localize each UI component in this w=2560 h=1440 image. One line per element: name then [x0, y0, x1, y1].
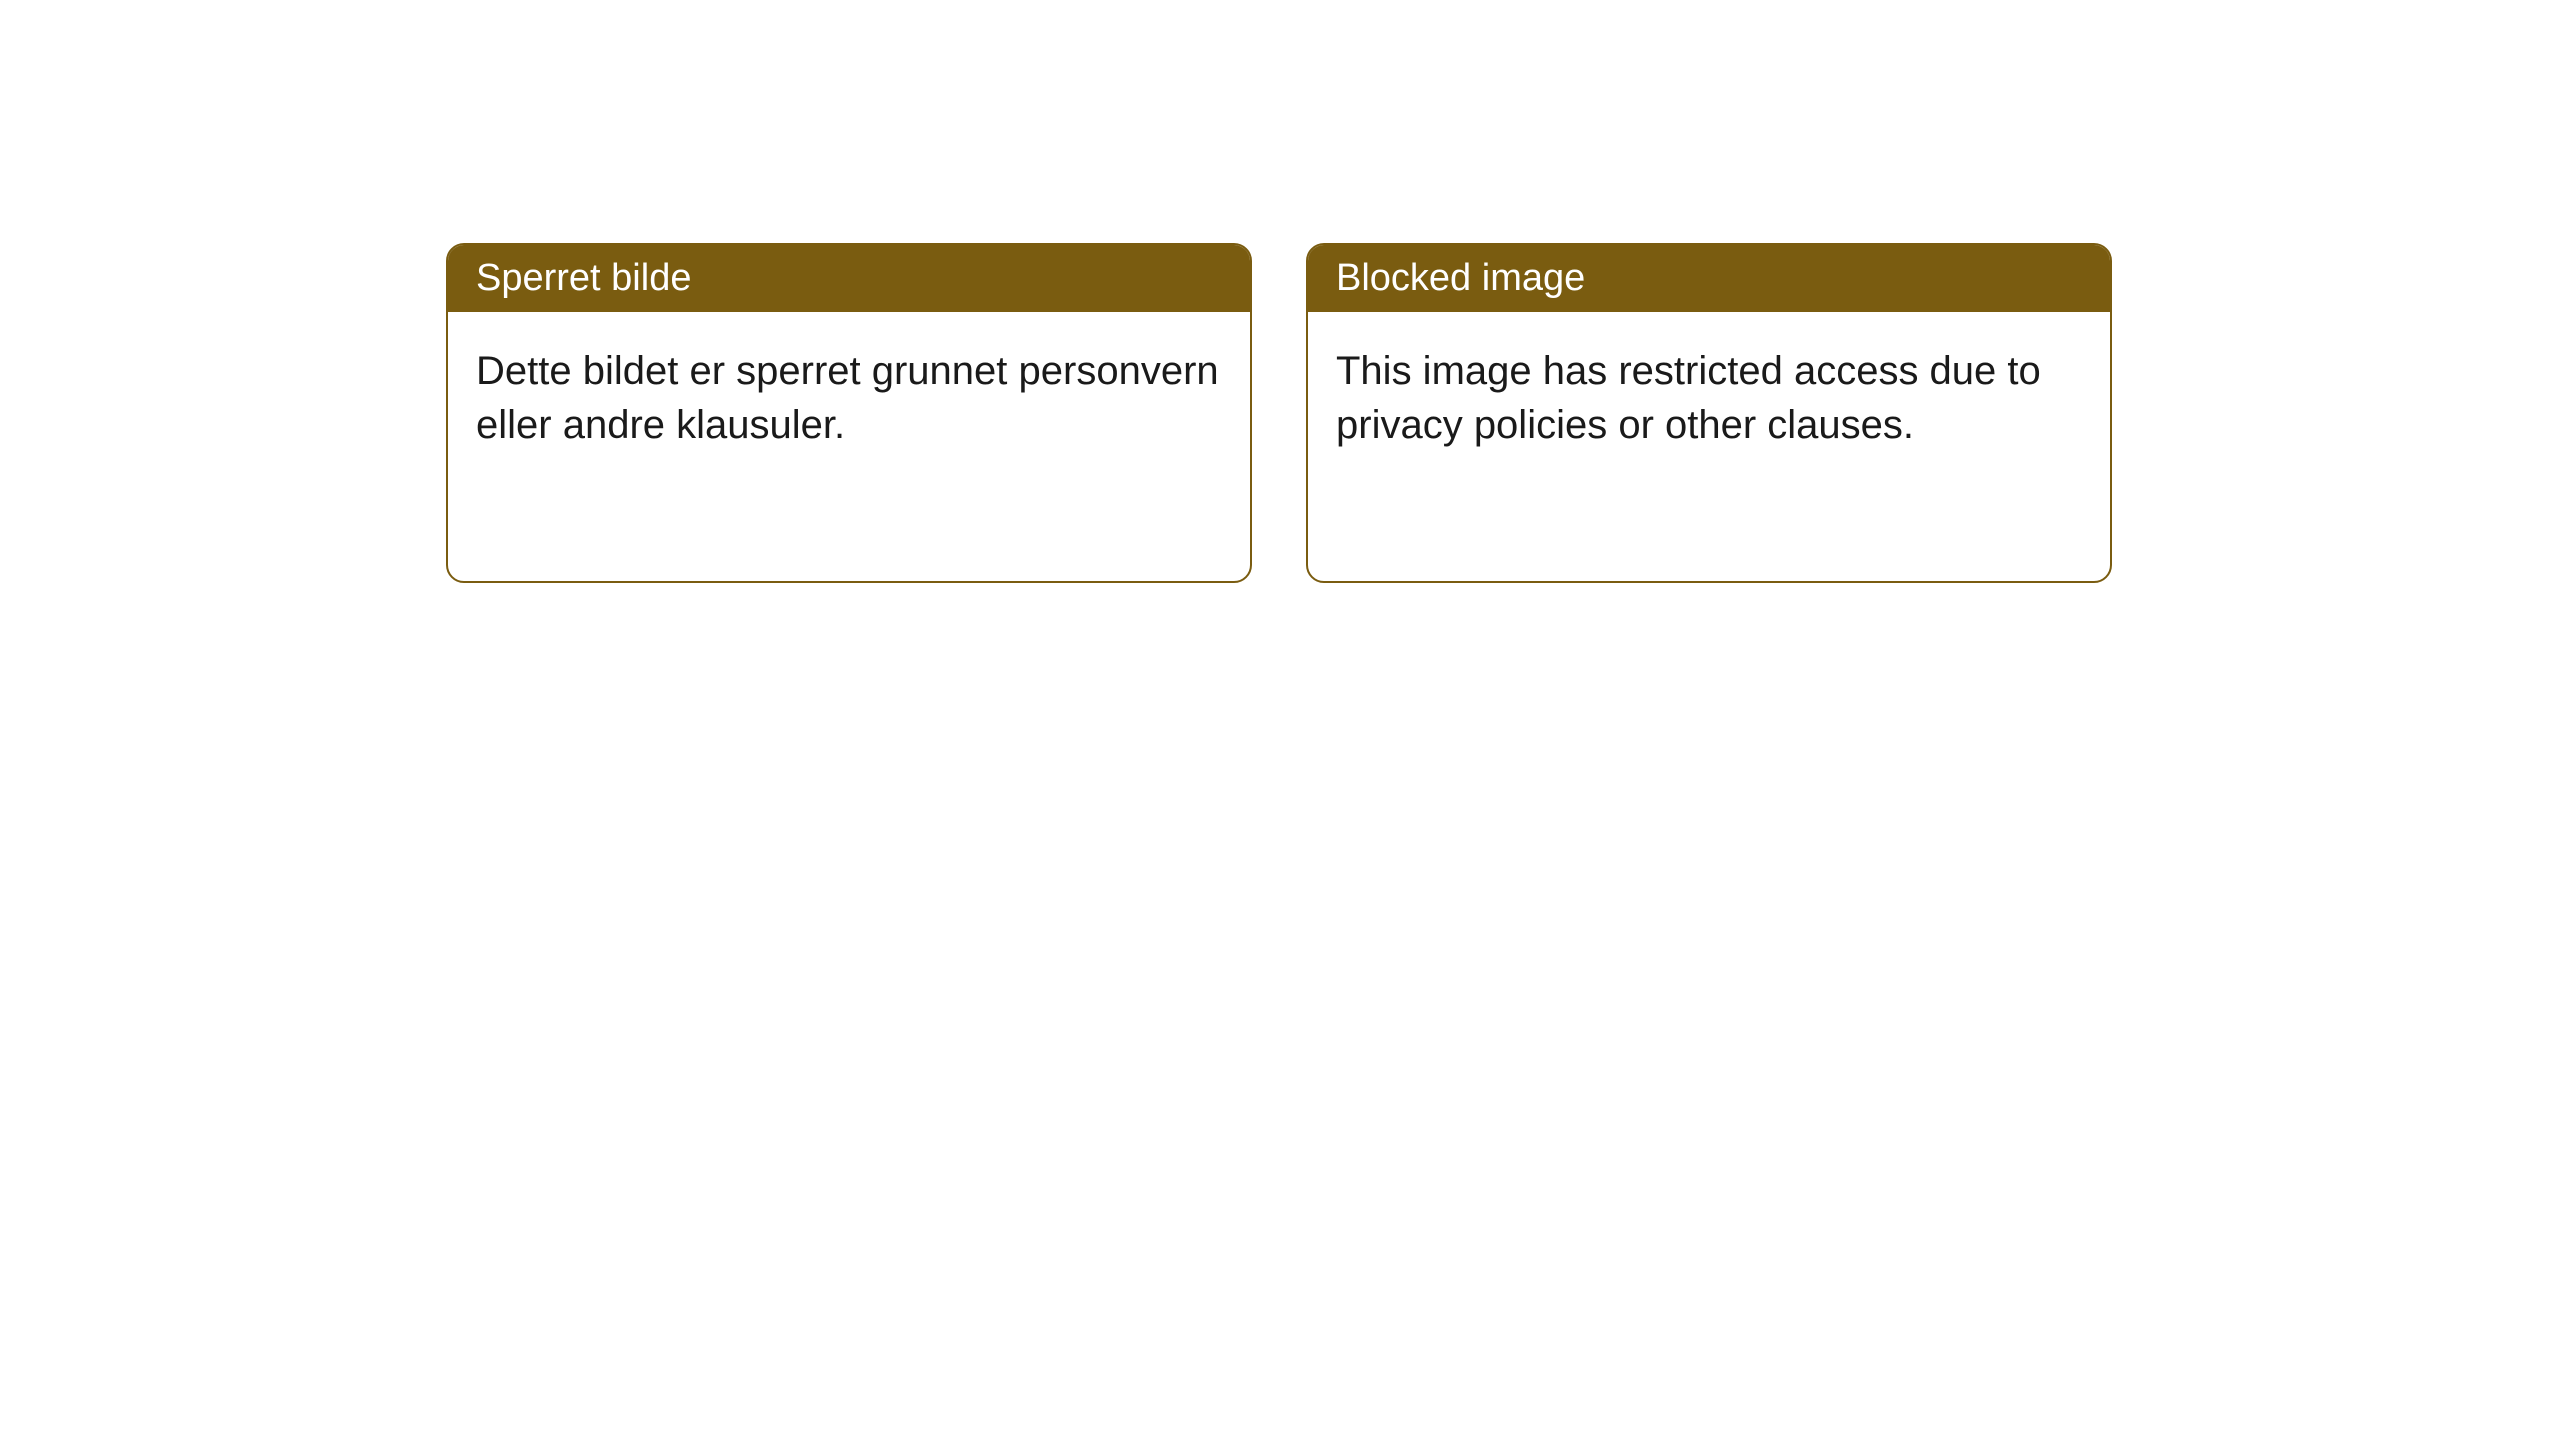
- notice-card-norwegian: Sperret bilde Dette bildet er sperret gr…: [446, 243, 1252, 583]
- card-title: Blocked image: [1336, 257, 1585, 299]
- notice-container: Sperret bilde Dette bildet er sperret gr…: [446, 243, 2112, 583]
- notice-card-english: Blocked image This image has restricted …: [1306, 243, 2112, 583]
- card-title: Sperret bilde: [476, 257, 691, 299]
- card-message: Dette bildet er sperret grunnet personve…: [476, 349, 1219, 447]
- card-header: Blocked image: [1308, 245, 2110, 312]
- card-header: Sperret bilde: [448, 245, 1250, 312]
- card-message: This image has restricted access due to …: [1336, 349, 2041, 447]
- card-body: This image has restricted access due to …: [1308, 312, 2110, 484]
- card-body: Dette bildet er sperret grunnet personve…: [448, 312, 1250, 484]
